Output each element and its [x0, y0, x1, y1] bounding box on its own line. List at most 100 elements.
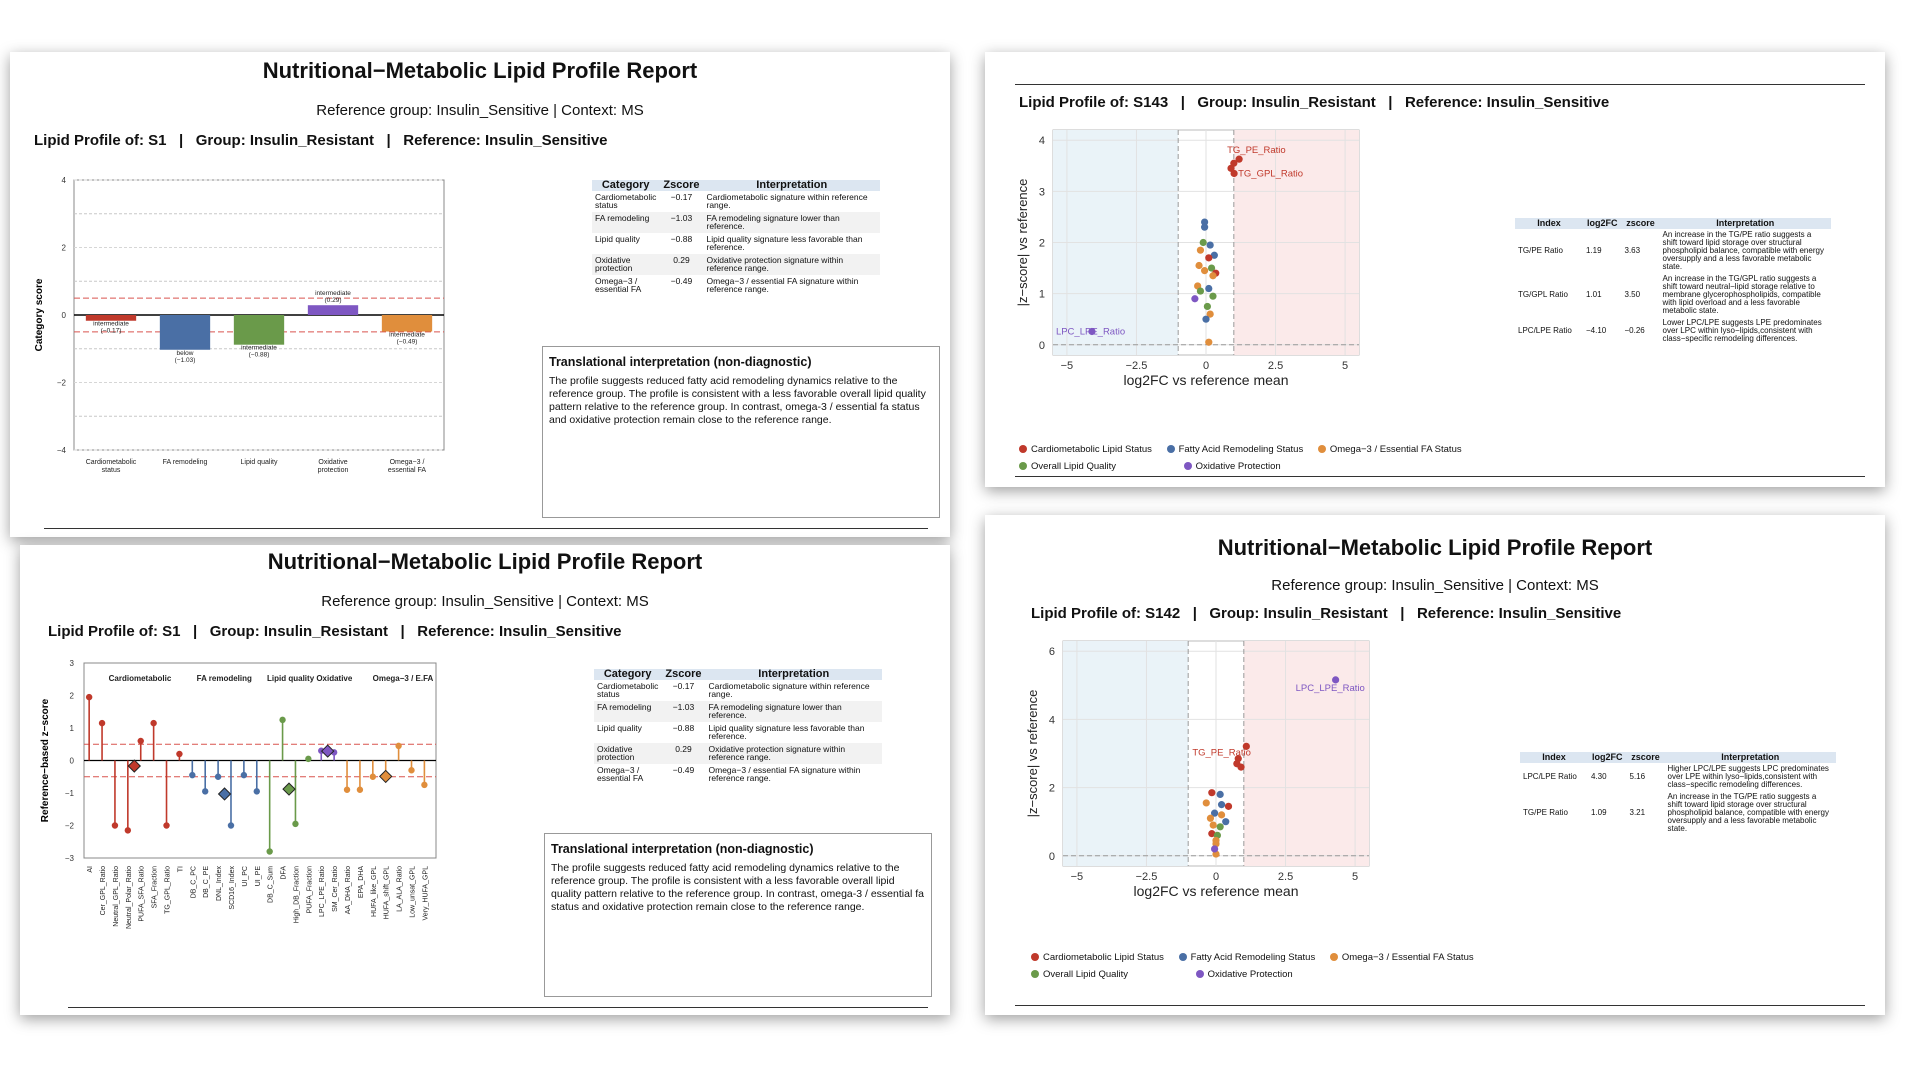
- cell: −0.26: [1624, 325, 1645, 335]
- cell: 3.50: [1624, 289, 1641, 299]
- cell: −0.88: [670, 233, 693, 244]
- table-header: log2FC: [1588, 752, 1627, 763]
- x-tick-label: status: [102, 467, 121, 474]
- profile-line: Lipid Profile of: S1 | Group: Insulin_Re…: [48, 623, 622, 640]
- cell: 4.30: [1591, 771, 1607, 781]
- bar-label: intermediate: [315, 290, 351, 297]
- cell: Cardiometabolic status: [595, 191, 657, 210]
- x-tick-label: −5: [1071, 871, 1084, 883]
- cell: 1.19: [1586, 245, 1602, 255]
- y-tick-label: 1: [1039, 289, 1045, 301]
- x-tick-label: DFA: [281, 866, 288, 880]
- table-row: Lipid quality −0.88 Lipid quality signatur…: [592, 233, 880, 254]
- x-tick-label: HUFA_shift_GPL: [384, 866, 391, 919]
- divider: [1015, 84, 1865, 85]
- volcano-point: [1196, 246, 1205, 254]
- volcano-point: [1196, 287, 1205, 295]
- lollipop-point: [176, 750, 183, 758]
- lollipop-point: [214, 773, 222, 780]
- cell: Lipid quality signature less favorable t…: [706, 233, 863, 252]
- y-tick-label: 4: [1039, 135, 1045, 147]
- y-tick-label: 0: [70, 757, 75, 766]
- y-tick-label: −4: [57, 446, 67, 455]
- x-tick-label: Neutral_Polar_Ratio: [126, 866, 133, 929]
- bar-label: (−0.17): [101, 328, 122, 335]
- legend-label: Oxidative Protection: [1195, 461, 1281, 472]
- legend-item: Omega−3 / Essential FA Status: [1329, 952, 1474, 963]
- group-mean-diamond: [217, 787, 232, 801]
- divider: [44, 528, 928, 529]
- profile-line: Lipid Profile of: S143 | Group: Insulin_…: [1019, 94, 1610, 111]
- x-tick-label: Cer_GPL_Ratio: [100, 866, 107, 916]
- x-axis-label: log2FC vs reference mean: [1134, 883, 1299, 899]
- report-title: Nutritional−Metabolic Lipid Profile Repo…: [262, 58, 698, 83]
- volcano-chart: −5 −2.5 0 2.5 5 0 1 2 3 4 TG_PE_Ratio TG_GPL_Ratio L…: [1015, 129, 1360, 388]
- table-header: Category: [592, 180, 660, 191]
- lollipop-point: [408, 767, 415, 774]
- point-label: LPC_LPE_Ratio: [1296, 683, 1365, 694]
- x-tick-label: Cardiometabolic: [86, 459, 137, 466]
- y-tick-label: 4: [1049, 714, 1055, 726]
- x-tick-label: Low_unsat_GPL: [410, 866, 417, 918]
- translational-body: The profile suggests reduced fatty acid …: [551, 862, 924, 913]
- x-tick-label: LA_ALA_Ratio: [397, 866, 404, 912]
- group-label: Omega−3 / E.FA: [373, 674, 434, 683]
- cell: TG/PE Ratio: [1523, 807, 1568, 817]
- lollipop-point: [395, 742, 402, 750]
- table-header: log2FC: [1583, 218, 1622, 229]
- category-bar-chart: −4−2024intermediate(−0.17)Cardiometaboli…: [34, 176, 445, 474]
- y-tick-label: −2: [57, 379, 67, 388]
- lollipop-point: [227, 822, 235, 829]
- reference-line: Reference group: Insulin_Sensitive | Con…: [321, 593, 649, 610]
- lollipop-point: [124, 827, 132, 834]
- cell: FA remodeling: [594, 700, 662, 722]
- point-label: TG_GPL_Ratio: [1238, 168, 1303, 179]
- cell: An increase in the TG/GPL ratio suggests…: [1662, 273, 1821, 315]
- volcano-point: [1206, 310, 1214, 318]
- x-tick-label: −2.5: [1136, 871, 1158, 883]
- translational-heading: Translational interpretation (non-diagno…: [549, 355, 812, 369]
- bar-label: (−0.49): [397, 339, 418, 346]
- legend-swatch: [1183, 462, 1192, 470]
- table-row: Omega−3 / essential FA −0.49 Omega−3 / ess…: [594, 764, 882, 785]
- reference-line: Reference group: Insulin_Sensitive | Con…: [316, 102, 644, 119]
- cell: −0.17: [672, 680, 695, 691]
- group-mean-diamond: [127, 759, 141, 773]
- volcano-point: [1202, 315, 1210, 323]
- translational-box: Translational interpretation (non-diagno…: [544, 833, 932, 997]
- cell: −0.49: [672, 764, 695, 775]
- x-tick-label: Omega−3 /: [390, 459, 425, 466]
- bar: [159, 315, 211, 350]
- report-title: Nutritional−Metabolic Lipid Profile Repo…: [267, 549, 703, 574]
- report-panel-lollipop: Nutritional−Metabolic Lipid Profile Repo…: [20, 545, 950, 1015]
- volcano-point: [1216, 790, 1224, 799]
- table-row: TG/GPL Ratio 1.01 3.50 An increase in the T…: [1515, 273, 1831, 317]
- volcano-point: [1224, 802, 1233, 810]
- volcano-point: [1207, 264, 1216, 272]
- cell: 1.01: [1586, 289, 1602, 299]
- down-region: [1063, 641, 1189, 866]
- table-row: Cardiometabolic status −0.17 Cardiometabol…: [592, 191, 880, 212]
- x-tick-label: LPC_LPE_Ratio: [319, 866, 326, 917]
- volcano-point: [1201, 223, 1209, 231]
- volcano-point: [1195, 261, 1203, 270]
- table-row: LPC/LPE Ratio 4.30 5.16 Higher LPC/LPE sugg…: [1520, 763, 1836, 791]
- point-label: TG_PE_Ratio: [1227, 145, 1286, 156]
- x-tick-label: Lipid quality: [241, 459, 278, 466]
- table-row: TG/PE Ratio 1.09 3.21 An increase in the TG…: [1520, 791, 1836, 835]
- y-tick-label: 3: [1039, 186, 1045, 198]
- legend-item: Cardiometabolic Lipid Status: [1019, 444, 1152, 455]
- y-tick-label: −2: [65, 822, 75, 831]
- cell: Lower LPC/LPE suggests LPE predominates …: [1662, 317, 1822, 343]
- legend-item: Fatty Acid Remodeling Status: [1178, 952, 1315, 963]
- table-row: FA remodeling −1.03 FA remodeling signatur…: [592, 211, 880, 233]
- table-header: Zscore: [661, 669, 706, 680]
- translational-heading: Translational interpretation (non-diagno…: [551, 842, 814, 856]
- cell: TG/PE Ratio: [1518, 245, 1563, 255]
- legend-item: Fatty Acid Remodeling Status: [1166, 444, 1303, 455]
- table-header: Zscore: [659, 180, 704, 191]
- lollipop-point: [253, 788, 260, 795]
- volcano-point: [1206, 241, 1214, 249]
- legend-label: Cardiometabolic Lipid Status: [1043, 952, 1164, 963]
- volcano-point: [1209, 821, 1217, 829]
